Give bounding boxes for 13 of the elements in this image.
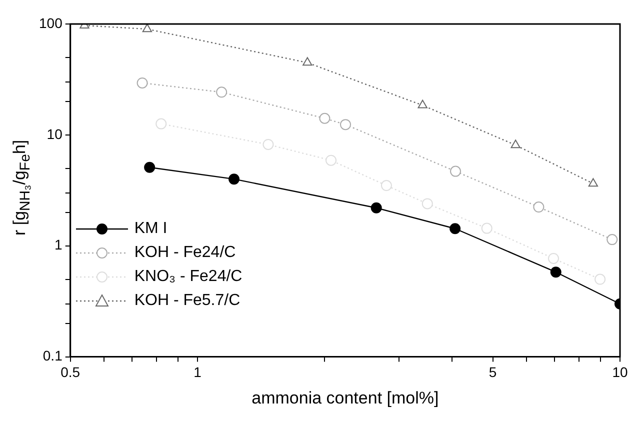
x-tick-label: 1: [194, 364, 202, 380]
legend-label: KM I: [134, 220, 168, 238]
y-tick-label: 0.1: [42, 348, 63, 364]
y-tick-label: 1: [54, 236, 63, 253]
x-tick-label: 0.5: [60, 364, 80, 380]
legend-label: KOH - Fe5.7/C: [134, 292, 240, 310]
legend-label: KOH - Fe24/C: [134, 244, 236, 262]
x-tick-label: 5: [488, 364, 497, 380]
legend-label: KNO₃ - Fe24/C: [134, 268, 242, 286]
y-tick-label: 10: [46, 126, 63, 142]
x-tick-label: 10: [612, 364, 628, 380]
x-axis-title: ammonia content [mol%]: [252, 388, 439, 408]
y-tick-label: 100: [39, 14, 63, 31]
